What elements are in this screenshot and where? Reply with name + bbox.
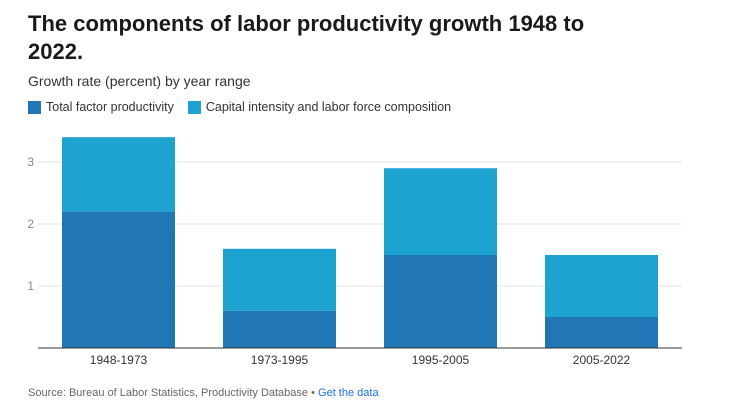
bar-capital-1948-1973 (62, 137, 175, 212)
y-tick-label-1: 1 (27, 279, 34, 293)
bar-tfp-1973-1995 (223, 310, 336, 348)
bar-tfp-2005-2022 (545, 317, 658, 348)
bar-capital-2005-2022 (545, 255, 658, 317)
chart-title: The components of labor productivity gro… (28, 11, 585, 64)
bar-tfp-1995-2005 (384, 255, 497, 348)
legend-label-tfp: Total factor productivity (46, 100, 174, 114)
source-text: Source: Bureau of Labor Statistics, Prod… (28, 387, 309, 399)
source-separator: • (308, 387, 319, 399)
legend-swatch-capital (187, 100, 201, 114)
chart-subtitle: Growth rate (percent) by year range (28, 73, 251, 89)
x-tick-label-1995-2005: 1995-2005 (412, 353, 470, 367)
source-note: Source: Bureau of Labor Statistics, Prod… (28, 387, 379, 399)
chart-plot: 1 2 3 1948-1973 1973-1995 1995-2005 2005-2022 (27, 137, 682, 367)
x-tick-label-2005-2022: 2005-2022 (573, 353, 631, 367)
x-tick-label-1973-1995: 1973-1995 (251, 353, 309, 367)
legend-label-capital: Capital intensity and labor force compos… (205, 100, 452, 114)
bar-capital-1973-1995 (223, 248, 336, 311)
y-tick-label-3: 3 (27, 155, 34, 169)
x-tick-label-1948-1973: 1948-1973 (90, 353, 148, 367)
legend: Total factor productivity Capital intens… (28, 100, 451, 114)
get-the-data-link[interactable]: Get the data (318, 387, 379, 399)
legend-swatch-tfp (28, 100, 41, 114)
legend-item-capital: Capital intensity and labor force compos… (187, 100, 452, 114)
legend-item-tfp: Total factor productivity (28, 100, 174, 114)
bar-capital-1995-2005 (384, 168, 497, 255)
bar-tfp-1948-1973 (62, 211, 175, 348)
y-tick-label-2: 2 (27, 217, 34, 231)
